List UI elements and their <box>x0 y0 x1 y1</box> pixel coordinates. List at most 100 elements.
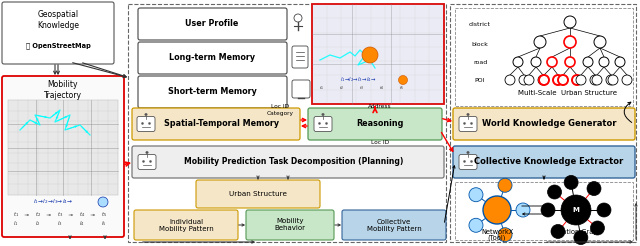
Circle shape <box>587 182 601 196</box>
Text: $t_3$: $t_3$ <box>57 211 63 219</box>
Circle shape <box>576 75 586 85</box>
Circle shape <box>467 113 469 116</box>
Circle shape <box>146 151 148 154</box>
FancyBboxPatch shape <box>138 42 287 74</box>
Circle shape <box>145 113 147 116</box>
Text: Long-term Memory: Long-term Memory <box>169 53 255 62</box>
Text: district: district <box>469 22 491 28</box>
Text: $t_2$: $t_2$ <box>339 84 345 92</box>
Circle shape <box>583 57 593 67</box>
Circle shape <box>590 75 600 85</box>
Text: Geospatial
Knowledge: Geospatial Knowledge <box>37 10 79 30</box>
Circle shape <box>322 113 324 116</box>
FancyBboxPatch shape <box>292 46 308 68</box>
FancyBboxPatch shape <box>246 210 334 240</box>
Text: Loc ID: Loc ID <box>271 105 289 109</box>
Text: Multi-Scale  Urban Structure: Multi-Scale Urban Structure <box>518 90 618 96</box>
FancyBboxPatch shape <box>342 210 446 240</box>
Text: $t_4$: $t_4$ <box>380 84 385 92</box>
Circle shape <box>608 75 618 85</box>
Circle shape <box>498 178 512 192</box>
Bar <box>455 8 633 106</box>
Text: $t_2$: $t_2$ <box>35 211 41 219</box>
Circle shape <box>564 175 578 189</box>
Text: Mobility
Behavior: Mobility Behavior <box>275 218 305 231</box>
Text: $l_1 \!\rightarrow\! l_2 \!\rightarrow\! l_3 \!\rightarrow\! l_4 \!\rightarrow$: $l_1 \!\rightarrow\! l_2 \!\rightarrow\!… <box>33 198 73 206</box>
Text: road: road <box>473 61 487 65</box>
Circle shape <box>594 36 606 48</box>
Text: $l_5$: $l_5$ <box>101 219 107 229</box>
Text: block: block <box>472 43 488 47</box>
FancyBboxPatch shape <box>138 8 287 40</box>
Bar <box>455 182 633 240</box>
Text: $t_1$: $t_1$ <box>319 84 324 92</box>
FancyBboxPatch shape <box>314 117 332 132</box>
Circle shape <box>148 123 150 124</box>
FancyBboxPatch shape <box>308 108 442 140</box>
FancyBboxPatch shape <box>196 180 320 208</box>
Text: Mobility Prediction Task Decomposition (Planning): Mobility Prediction Task Decomposition (… <box>184 157 404 167</box>
Text: Loc ID: Loc ID <box>371 140 389 145</box>
Circle shape <box>519 75 529 85</box>
FancyBboxPatch shape <box>453 108 635 140</box>
Text: World Knowledge Generator: World Knowledge Generator <box>482 120 616 128</box>
FancyBboxPatch shape <box>2 76 124 237</box>
Circle shape <box>513 57 523 67</box>
Text: M: M <box>573 207 579 213</box>
Circle shape <box>597 203 611 217</box>
Circle shape <box>469 188 483 202</box>
FancyBboxPatch shape <box>138 154 156 169</box>
Bar <box>8 100 118 195</box>
Text: Reasoning: Reasoning <box>356 120 404 128</box>
Circle shape <box>362 47 378 63</box>
Circle shape <box>564 16 576 28</box>
Text: $l_1$: $l_1$ <box>13 219 19 229</box>
Text: $t_3$: $t_3$ <box>359 84 365 92</box>
Circle shape <box>483 196 511 224</box>
Text: $t_5$: $t_5$ <box>101 211 107 219</box>
Text: $t_4$: $t_4$ <box>79 211 85 219</box>
Circle shape <box>574 231 588 245</box>
FancyBboxPatch shape <box>459 117 477 132</box>
Circle shape <box>98 197 108 207</box>
Circle shape <box>469 218 483 232</box>
Text: $t_5$: $t_5$ <box>399 84 404 92</box>
Bar <box>312 4 444 104</box>
Circle shape <box>599 57 609 67</box>
Text: POI: POI <box>475 77 485 82</box>
Circle shape <box>615 57 625 67</box>
Text: ⛺ OpenStreetMap: ⛺ OpenStreetMap <box>26 43 90 49</box>
Bar <box>128 4 446 242</box>
Text: User Profile: User Profile <box>186 19 239 29</box>
Text: NetworkX: NetworkX <box>481 229 513 235</box>
Circle shape <box>565 57 575 67</box>
Circle shape <box>592 75 602 85</box>
Circle shape <box>524 75 534 85</box>
FancyBboxPatch shape <box>292 80 310 98</box>
Circle shape <box>470 160 472 162</box>
Circle shape <box>143 160 145 162</box>
Text: Short-term Memory: Short-term Memory <box>168 88 257 96</box>
Circle shape <box>399 76 408 84</box>
Circle shape <box>538 75 548 85</box>
Circle shape <box>534 36 546 48</box>
FancyBboxPatch shape <box>138 76 287 108</box>
Text: Collective
Mobility Pattern: Collective Mobility Pattern <box>367 218 421 231</box>
FancyBboxPatch shape <box>134 210 238 240</box>
Text: $t_1$: $t_1$ <box>13 211 19 219</box>
Circle shape <box>591 221 604 235</box>
Circle shape <box>606 75 616 85</box>
Text: Location Graph: Location Graph <box>550 229 602 235</box>
Circle shape <box>531 57 541 67</box>
Text: Spatial-Temporal Memory: Spatial-Temporal Memory <box>164 120 280 128</box>
Text: Mobility
Trajectory: Mobility Trajectory <box>44 80 82 100</box>
Text: $l_3$: $l_3$ <box>57 219 63 229</box>
FancyArrowPatch shape <box>624 102 632 123</box>
Text: $l_2$: $l_2$ <box>35 219 41 229</box>
Circle shape <box>498 228 512 242</box>
Circle shape <box>294 14 302 22</box>
Circle shape <box>467 151 469 154</box>
Circle shape <box>558 75 568 85</box>
Circle shape <box>561 195 591 225</box>
Circle shape <box>463 160 465 162</box>
